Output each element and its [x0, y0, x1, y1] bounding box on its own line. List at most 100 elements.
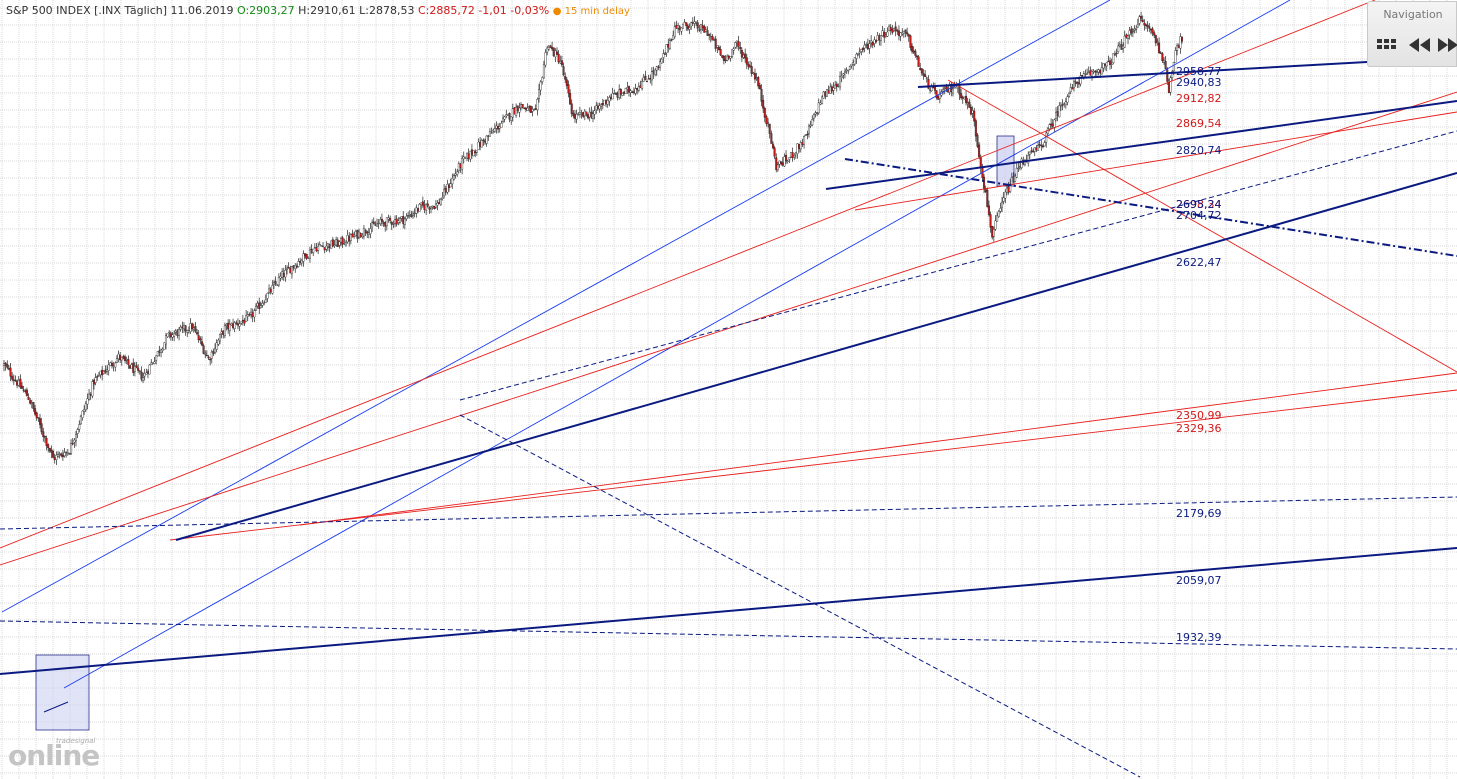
candle-body — [919, 67, 922, 70]
candle — [518, 102, 521, 118]
candle-body — [323, 247, 326, 251]
candle-body — [492, 129, 495, 132]
candle-body — [385, 217, 388, 226]
candle-body — [583, 110, 586, 117]
candle — [194, 322, 197, 333]
candle — [904, 29, 907, 38]
candle — [271, 280, 274, 295]
candle — [1068, 91, 1071, 98]
candle — [740, 47, 743, 63]
candle — [269, 287, 272, 295]
candle-body — [1123, 35, 1126, 48]
red-trend-line — [0, 0, 1376, 549]
candle-body — [9, 367, 12, 377]
candle — [448, 182, 451, 192]
grid-menu-button[interactable] — [1374, 34, 1400, 56]
candle-body — [565, 79, 568, 87]
candle — [199, 336, 202, 345]
scroll-forward-button[interactable] — [1436, 34, 1457, 56]
candle — [1105, 61, 1108, 72]
candle-body — [487, 135, 490, 137]
candle-body — [1172, 62, 1175, 72]
candle — [294, 263, 297, 273]
candle — [735, 40, 738, 49]
candle-body — [894, 26, 897, 32]
candle-body — [469, 150, 472, 160]
candle-body — [1005, 187, 1008, 193]
candle — [376, 218, 379, 227]
candle-body — [654, 69, 657, 75]
candle — [780, 161, 783, 166]
candle — [16, 379, 19, 389]
candle — [245, 310, 248, 322]
candle-body — [770, 133, 773, 144]
candle — [876, 31, 879, 41]
candle-body — [372, 221, 375, 225]
candle — [361, 232, 364, 239]
candle-body — [904, 29, 907, 33]
candle-body — [19, 378, 22, 388]
candle-body — [112, 365, 115, 367]
candle-body — [796, 143, 799, 154]
candle-body — [153, 361, 156, 364]
candle-body — [1074, 81, 1077, 84]
candle — [611, 87, 614, 100]
candle-body — [1163, 60, 1166, 63]
candle-body — [235, 322, 238, 324]
candle — [214, 343, 217, 355]
candle-body — [236, 323, 239, 326]
candle-body — [420, 202, 423, 206]
candle — [1151, 26, 1154, 37]
candle — [235, 320, 238, 326]
candle-body — [693, 21, 696, 24]
candle-body — [256, 303, 259, 306]
candle — [488, 128, 491, 137]
candle — [547, 44, 550, 51]
candle — [302, 250, 305, 267]
candle-body — [354, 231, 357, 236]
candle — [533, 108, 536, 111]
candle-body — [839, 76, 842, 88]
candle-body — [415, 207, 418, 214]
candle — [1030, 147, 1033, 154]
candle — [606, 96, 609, 108]
candle-body — [214, 348, 217, 353]
candle-body — [233, 322, 236, 329]
price-level-label: 2869,54 — [1176, 117, 1222, 130]
candle-body — [1032, 150, 1035, 153]
candle — [155, 355, 158, 365]
candle — [372, 217, 375, 225]
candle — [1055, 107, 1058, 122]
candle-body — [737, 41, 740, 47]
price-level-label: 2912,82 — [1176, 92, 1222, 105]
candle-body — [688, 27, 691, 30]
candle-body — [971, 110, 974, 114]
candle-body — [169, 333, 172, 338]
candle-body — [547, 47, 550, 50]
candle-body — [907, 34, 910, 37]
candle-body — [858, 51, 861, 54]
candle-body — [94, 377, 97, 383]
candle-body — [580, 113, 583, 115]
candle-body — [642, 77, 645, 82]
candle-body — [510, 116, 513, 121]
scroll-back-button[interactable] — [1406, 34, 1432, 56]
candle-body — [430, 206, 433, 209]
candle — [950, 81, 953, 97]
candle-body — [199, 338, 202, 341]
candle — [1100, 62, 1103, 75]
candle — [493, 123, 496, 133]
candle-body — [667, 43, 670, 48]
candle-body — [861, 47, 864, 50]
candle — [870, 35, 873, 48]
candle — [135, 361, 138, 369]
candle — [88, 388, 91, 401]
candle — [236, 318, 239, 330]
candle-body — [369, 228, 372, 234]
candle — [822, 90, 825, 99]
candle-body — [282, 273, 285, 277]
candle-body — [726, 55, 729, 61]
candle-body — [330, 240, 333, 249]
